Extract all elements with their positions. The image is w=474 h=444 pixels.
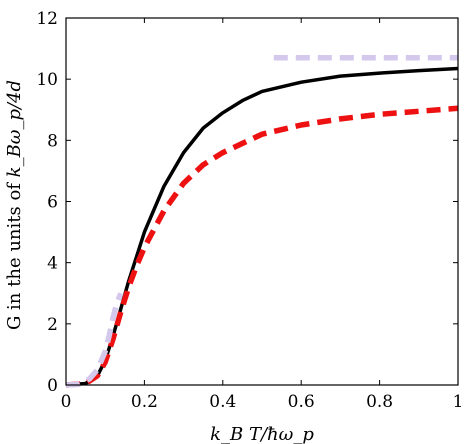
y-tick-label: 4	[47, 254, 58, 274]
y-tick-label: 2	[47, 315, 58, 335]
plot-area	[66, 18, 458, 385]
y-tick-label: 12	[36, 9, 58, 29]
x-tick-label: 1	[453, 392, 464, 412]
series-layer	[65, 55, 459, 388]
y-tick-label: 6	[47, 193, 58, 213]
series-line-2	[65, 105, 459, 388]
y-axis-label-math: k_Bω_p/4d	[4, 80, 25, 177]
y-tick-label: 8	[47, 131, 58, 151]
x-tick-label: 0	[61, 392, 72, 412]
x-tick-label: 0.8	[366, 392, 393, 412]
y-tick-label: 0	[47, 376, 58, 396]
y-axis-label: G in the units of k_Bω_p/4d	[4, 80, 25, 330]
x-axis-label: k_B T/ħω_p	[210, 424, 314, 444]
series-line-4	[65, 292, 124, 388]
x-tick-label: 0.6	[288, 392, 315, 412]
x-tick-label: 0.4	[209, 392, 236, 412]
y-tick-label: 10	[36, 70, 58, 90]
x-tick-label: 0.2	[131, 392, 158, 412]
y-axis-label-prefix: G in the units of	[4, 177, 25, 330]
